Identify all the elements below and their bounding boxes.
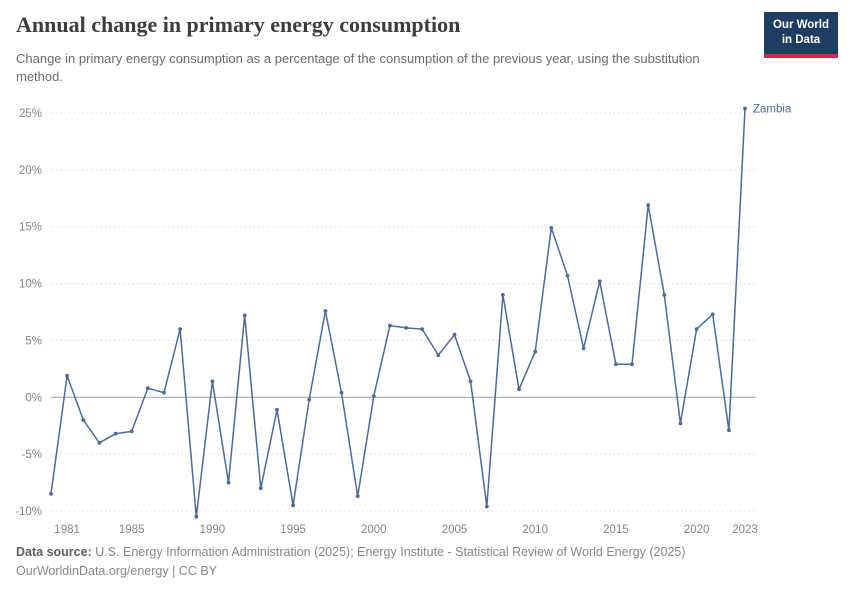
series-line-zambia[interactable]: [50, 107, 746, 518]
x-tick-label: 2000: [361, 524, 387, 536]
y-tick-label: -5%: [22, 449, 42, 461]
data-point[interactable]: [727, 428, 731, 433]
chart-footer: Data source: U.S. Energy Information Adm…: [16, 543, 686, 582]
data-point[interactable]: [597, 279, 602, 284]
data-point[interactable]: [275, 407, 279, 412]
owid-logo-line2: in Data: [781, 33, 821, 46]
data-point[interactable]: [145, 386, 150, 391]
data-point[interactable]: [162, 390, 166, 395]
data-point[interactable]: [97, 440, 102, 445]
x-tick-label: 1995: [280, 524, 306, 536]
data-point[interactable]: [614, 362, 618, 367]
x-tick-label: 1985: [119, 524, 145, 536]
data-point[interactable]: [743, 106, 747, 111]
x-tick-label: 2005: [442, 524, 468, 536]
series-end-label: Zambia: [753, 104, 792, 116]
data-point[interactable]: [549, 226, 554, 230]
x-tick-label: 2023: [732, 524, 758, 536]
data-source-label: Data source:: [16, 545, 92, 559]
data-point[interactable]: [129, 429, 134, 434]
y-tick-label: 25%: [19, 108, 42, 120]
data-point[interactable]: [339, 390, 344, 395]
page-title: Annual change in primary energy consumpt…: [16, 12, 461, 37]
data-point[interactable]: [404, 326, 408, 330]
data-point[interactable]: [646, 203, 651, 208]
data-point[interactable]: [226, 480, 231, 485]
data-point[interactable]: [371, 394, 376, 398]
data-point[interactable]: [355, 494, 360, 499]
x-tick-label: 1990: [200, 524, 226, 536]
data-point[interactable]: [420, 327, 425, 331]
y-tick-label: -10%: [15, 506, 42, 518]
data-point[interactable]: [581, 346, 586, 351]
y-tick-label: 0%: [25, 392, 42, 404]
data-point[interactable]: [484, 504, 489, 509]
data-point[interactable]: [468, 379, 473, 384]
data-point[interactable]: [65, 373, 69, 378]
x-tick-label: 2015: [603, 524, 629, 536]
x-tick-label: 1981: [54, 524, 80, 536]
license-line[interactable]: OurWorldinData.org/energy | CC BY: [16, 564, 218, 579]
y-tick-label: 10%: [19, 279, 42, 291]
data-point[interactable]: [533, 349, 538, 354]
data-point[interactable]: [210, 379, 215, 384]
x-tick-label: 2010: [522, 524, 548, 536]
chart-subtitle: Change in primary energy consumption as …: [16, 51, 700, 85]
data-point[interactable]: [388, 323, 392, 328]
y-tick-label: 15%: [19, 222, 42, 234]
y-tick-label: 20%: [19, 165, 42, 177]
data-point[interactable]: [81, 418, 86, 422]
data-point[interactable]: [694, 327, 699, 331]
x-tick-label: 2020: [684, 524, 710, 536]
owid-logo[interactable]: Our World in Data: [764, 12, 838, 58]
data-point[interactable]: [178, 327, 183, 331]
owid-logo-line1: Our World: [772, 19, 829, 31]
data-point[interactable]: [678, 421, 683, 426]
data-source-line: Data source: U.S. Energy Information Adm…: [16, 543, 686, 562]
data-point[interactable]: [436, 353, 441, 358]
data-point[interactable]: [258, 486, 263, 491]
data-point[interactable]: [710, 312, 715, 317]
data-point[interactable]: [113, 431, 118, 436]
data-point[interactable]: [291, 503, 295, 508]
data-point[interactable]: [49, 492, 53, 496]
data-point[interactable]: [517, 387, 521, 392]
data-point[interactable]: [323, 309, 328, 313]
data-point[interactable]: [630, 362, 634, 367]
data-point[interactable]: [501, 293, 505, 297]
data-point[interactable]: [242, 313, 247, 318]
data-point[interactable]: [662, 293, 667, 297]
y-tick-label: 5%: [25, 335, 42, 347]
data-point[interactable]: [194, 514, 199, 519]
data-source-text: U.S. Energy Information Administration (…: [95, 545, 686, 559]
data-point[interactable]: [565, 273, 570, 278]
data-point[interactable]: [307, 397, 312, 402]
data-point[interactable]: [452, 332, 457, 337]
